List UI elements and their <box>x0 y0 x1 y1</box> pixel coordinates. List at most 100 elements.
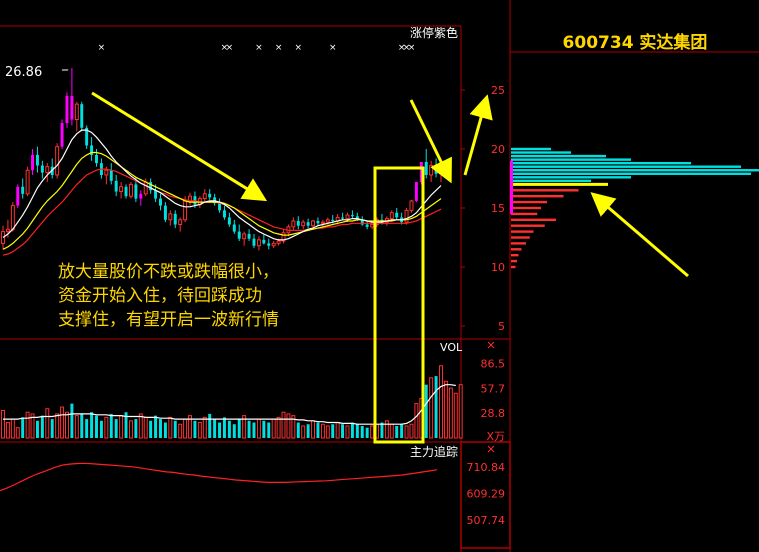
volume-bar <box>159 419 162 438</box>
volume-bar <box>262 420 266 438</box>
volume-bar <box>365 427 369 438</box>
volume-label: VOL <box>440 341 463 354</box>
limit-color-label: 涨停紫色 <box>410 25 458 40</box>
volume-bar <box>85 419 89 438</box>
volume-bar <box>5 422 10 439</box>
volume-bar <box>311 420 316 439</box>
volume-panel <box>1 365 463 439</box>
candle-body <box>409 200 414 211</box>
candle-body <box>424 161 428 175</box>
profile-bar-up <box>511 242 526 245</box>
candle-body <box>389 212 394 220</box>
candle-body <box>256 239 261 247</box>
volume-bar <box>448 387 453 439</box>
volume-bar <box>30 413 35 439</box>
profile-bar-up <box>511 206 541 210</box>
profile-marker <box>510 160 513 214</box>
volume-bar <box>193 420 197 438</box>
candle-body <box>134 184 138 199</box>
candle-body <box>365 224 369 227</box>
volume-bar <box>40 415 44 438</box>
profile-bar-down <box>511 172 751 175</box>
price-axis-tick: 25 <box>491 84 505 97</box>
volume-bar <box>213 419 217 438</box>
volume-bar <box>95 415 98 438</box>
candle-body <box>350 215 354 217</box>
candle-body <box>124 186 128 197</box>
candle-body <box>90 145 94 155</box>
volume-bar <box>301 425 306 439</box>
candle-body <box>74 103 79 121</box>
candle-body <box>281 232 286 242</box>
main-force-line <box>0 462 438 492</box>
volume-bar <box>119 415 124 439</box>
volume-bar <box>70 403 74 438</box>
main-force-panel <box>0 462 438 492</box>
candle-body <box>35 154 39 166</box>
candle-body <box>370 224 375 228</box>
volume-bar <box>271 418 276 439</box>
volume-bar <box>404 425 409 439</box>
stock-title: 600734 实达集团 <box>562 33 708 53</box>
volume-bar <box>227 420 231 438</box>
limit-mark: × <box>398 43 406 53</box>
candle-body <box>139 193 143 199</box>
profile-bar-down <box>511 158 631 161</box>
volume-bar <box>439 365 443 439</box>
profile-bar-up <box>511 200 547 204</box>
volume-bar <box>281 411 286 439</box>
volume-bar <box>168 416 173 439</box>
candle-body <box>16 186 20 206</box>
annotation-line: 放大量股价不跌或跌幅很小， <box>58 262 279 282</box>
candle-body <box>159 198 162 206</box>
volume-bar <box>124 412 128 438</box>
limit-mark: × <box>221 43 229 53</box>
candle-body <box>227 217 231 225</box>
candle-body <box>70 95 74 120</box>
candle-body <box>414 182 418 201</box>
candle-body <box>128 183 133 197</box>
limit-mark: × <box>275 43 283 53</box>
volume-bar <box>143 416 148 439</box>
candle-body <box>85 127 89 146</box>
candle-body <box>237 231 241 239</box>
profile-bar-down <box>511 169 759 172</box>
candle-body <box>262 239 266 244</box>
volume-bar <box>25 411 30 439</box>
candle-body <box>242 233 247 240</box>
profile-bar-down <box>511 154 606 158</box>
candle-body <box>276 240 281 244</box>
candle-body <box>271 242 276 247</box>
volume-bar <box>1 409 5 439</box>
candle-body <box>25 169 30 195</box>
limit-mark: × <box>408 43 416 53</box>
profile-bar-up <box>511 236 530 239</box>
volume-bar <box>434 376 438 438</box>
volume-bar <box>384 420 389 439</box>
candle-body <box>119 186 124 192</box>
volume-bar <box>380 422 384 438</box>
candle-body <box>104 169 109 176</box>
profile-bar-down <box>511 176 631 179</box>
volume-bar <box>74 415 79 439</box>
profile-bar-down <box>511 147 551 151</box>
volume-bar <box>163 422 167 438</box>
profile-bar-down <box>511 161 691 165</box>
volume-bar <box>443 380 448 439</box>
volume-bar <box>10 418 15 439</box>
indicator-axis-tick: 507.74 <box>467 514 506 527</box>
candle-body <box>429 165 434 176</box>
candle-body <box>419 161 423 183</box>
volume-bar <box>15 427 20 439</box>
candle-body <box>40 165 44 173</box>
profile-bar-up <box>511 248 522 251</box>
candle-body <box>10 205 15 230</box>
candle-body <box>331 219 335 221</box>
volume-bar <box>256 418 261 439</box>
price-axis-tick: 5 <box>498 320 505 333</box>
profile-bar-down <box>511 179 591 183</box>
volume-bar <box>45 408 50 439</box>
volume-bar <box>134 419 138 438</box>
close-icon <box>487 341 495 349</box>
